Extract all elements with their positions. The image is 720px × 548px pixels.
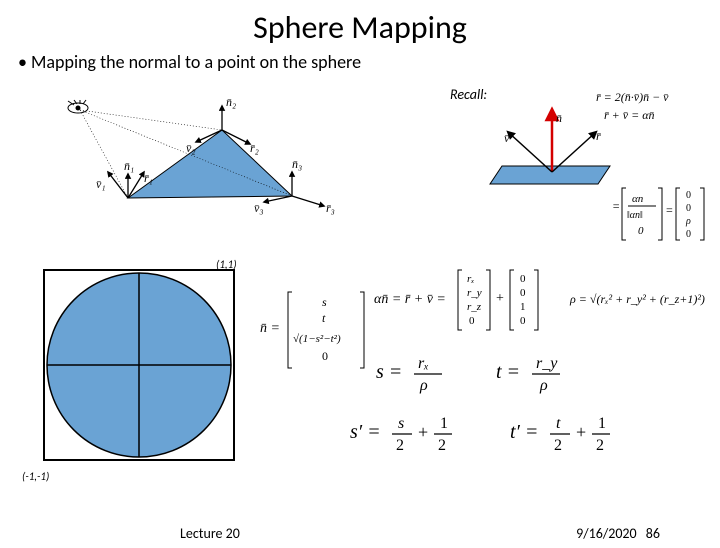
- svg-text:r_y: r_y: [536, 355, 558, 372]
- svg-text:t =: t =: [496, 361, 520, 383]
- svg-text:0: 0: [520, 315, 526, 327]
- nbar-vector: n̄ = s t √(1−s²−t²) 0: [260, 288, 370, 376]
- svg-text:1: 1: [598, 415, 606, 432]
- svg-text:0: 0: [520, 287, 526, 299]
- svg-text:+: +: [418, 422, 428, 442]
- svg-text:0: 0: [520, 273, 526, 285]
- svg-text:rₓ: rₓ: [418, 355, 429, 372]
- svg-text:0: 0: [469, 315, 475, 327]
- svg-text:r̄₁: r̄₁: [144, 171, 153, 185]
- svg-text:t: t: [556, 415, 561, 432]
- svg-text:n̄₁: n̄₁: [124, 159, 134, 173]
- svg-text:+: +: [576, 422, 586, 442]
- svg-text:t′ =: t′ =: [510, 421, 538, 443]
- svg-text:t: t: [322, 311, 326, 325]
- svg-text:v̄₃: v̄₃: [254, 201, 264, 215]
- rho-equation: ρ = √(rₓ² + r_y² + (r_z+1)²): [570, 292, 705, 307]
- triangle-diagram: n̄₁ v̄₁ r̄₁ n̄₂ v̄₂ r̄₂ n̄₃ v̄₃ r̄₃: [40, 94, 370, 244]
- svg-text:ρ: ρ: [685, 216, 691, 227]
- sphere-bl-label: (-1,-1): [22, 470, 49, 483]
- svg-text:r_y: r_y: [467, 287, 482, 299]
- svg-text:rₓ: rₓ: [467, 273, 474, 285]
- svg-text:=: =: [666, 203, 673, 217]
- alpha-n-eq: αn̄ = r̄ + v̄ =: [374, 292, 446, 308]
- svg-text:1: 1: [440, 415, 448, 432]
- footer-page: 86: [646, 525, 660, 542]
- svg-text:s: s: [398, 415, 404, 432]
- svg-text:n̄₂: n̄₂: [226, 95, 236, 109]
- footer-date-page: 9/16/2020 86: [576, 525, 660, 542]
- svg-text:r̄₃: r̄₃: [326, 201, 335, 215]
- svg-text:v̄: v̄: [504, 131, 510, 145]
- svg-text:2: 2: [396, 437, 404, 454]
- recall-formula-r: r̄ = 2(n̄·v̄)n̄ − v̄: [596, 90, 669, 105]
- recall-label: Recall:: [450, 86, 487, 103]
- svg-text:2: 2: [554, 437, 562, 454]
- svg-text:r_z: r_z: [467, 301, 482, 313]
- svg-text:+: +: [496, 291, 504, 306]
- sphere-diagram: [40, 266, 250, 476]
- alpha-n-matrix: = αn ‖αn‖ 0 = 0 0 ρ 0: [610, 184, 710, 258]
- bullet-text: • Mapping the normal to a point on the s…: [18, 51, 720, 73]
- svg-text:0: 0: [638, 225, 644, 237]
- svg-text:v̄₁: v̄₁: [96, 177, 106, 191]
- svg-text:ρ: ρ: [539, 377, 548, 394]
- sphere-tr-label: (1,1): [216, 258, 237, 271]
- svg-text:r̄: r̄: [596, 129, 601, 143]
- svg-text:s =: s =: [376, 361, 402, 383]
- svg-text:n̄: n̄: [556, 111, 562, 125]
- svg-text:2: 2: [438, 437, 446, 454]
- st-equations: s = rₓ ρ t = r_y ρ: [376, 348, 616, 404]
- page-title: Sphere Mapping: [0, 8, 720, 47]
- footer-lecture: Lecture 20: [180, 525, 240, 542]
- svg-text:0: 0: [686, 190, 691, 201]
- svg-text:s: s: [322, 295, 327, 309]
- svg-text:n̄₃: n̄₃: [292, 157, 302, 171]
- svg-text:s′ =: s′ =: [350, 421, 381, 443]
- svg-text:0: 0: [322, 349, 328, 363]
- recall-formula-rv: r̄ + v̄ = αn̄: [604, 108, 655, 123]
- svg-text:r̄₂: r̄₂: [250, 141, 259, 155]
- svg-text:αn: αn: [632, 193, 644, 205]
- svg-text:‖αn‖: ‖αn‖: [627, 210, 643, 221]
- svg-text:v̄₂: v̄₂: [186, 141, 196, 155]
- svg-text:n̄ =: n̄ =: [260, 321, 280, 336]
- svg-text:0: 0: [686, 203, 691, 214]
- rvec-plus: rₓ r_y r_z 0 + 0 0 1 0: [456, 266, 566, 338]
- svg-text:ρ: ρ: [419, 377, 428, 394]
- footer-date: 9/16/2020: [576, 525, 636, 542]
- svg-text:1: 1: [520, 301, 526, 313]
- svg-text:2: 2: [596, 437, 604, 454]
- svg-text:0: 0: [686, 229, 691, 240]
- sprime-tprime: s′ = s 2 + 1 2 t′ = t 2 + 1 2: [350, 408, 690, 464]
- svg-text:√(1−s²−t²): √(1−s²−t²): [293, 333, 341, 345]
- svg-text:=: =: [612, 199, 620, 213]
